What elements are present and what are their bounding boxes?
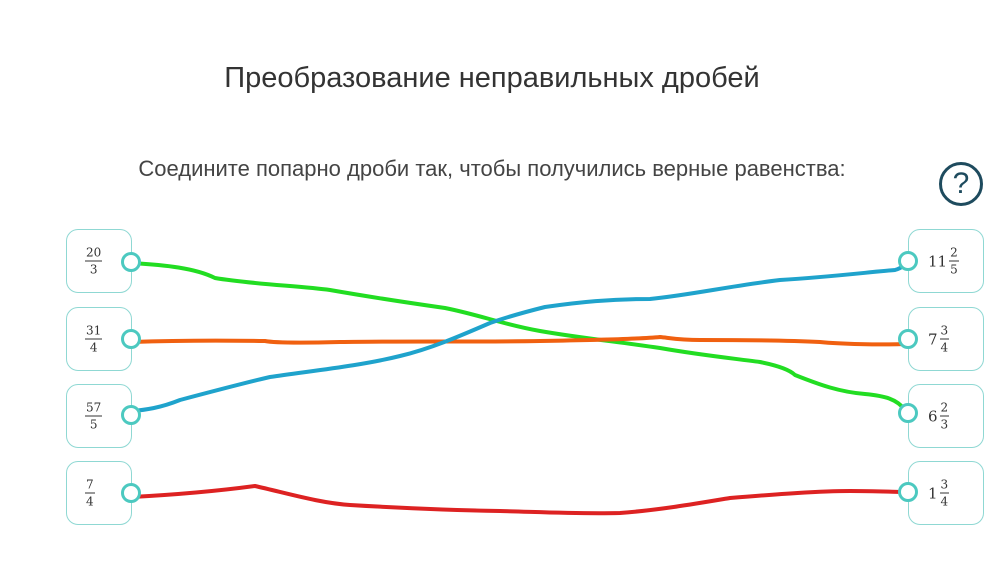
whole-part: 6 <box>928 407 938 425</box>
right-card-1[interactable]: 11 2 5 <box>908 229 984 293</box>
left-card-4[interactable]: 7 4 <box>66 461 132 525</box>
right-connector-2[interactable] <box>898 329 918 349</box>
connection-line-red <box>130 484 907 516</box>
right-connector-1[interactable] <box>898 251 918 271</box>
denominator: 3 <box>89 262 98 277</box>
denominator: 4 <box>89 340 98 355</box>
left-connector-4[interactable] <box>121 483 141 503</box>
numerator: 2 <box>949 245 959 262</box>
right-connector-3[interactable] <box>898 403 918 423</box>
denominator: 5 <box>89 417 98 432</box>
numerator: 31 <box>85 323 103 340</box>
numerator: 2 <box>939 400 950 417</box>
connection-line-green <box>130 261 907 412</box>
page-title: Преобразование неправильных дробей <box>224 62 760 94</box>
mixed-fraction: 11 2 5 <box>928 246 959 277</box>
connection-line-blue <box>130 258 909 413</box>
denominator: 4 <box>940 494 949 509</box>
right-card-3[interactable]: 6 2 3 <box>908 384 984 448</box>
numerator: 57 <box>85 400 103 417</box>
denominator: 4 <box>86 494 94 509</box>
fraction: 20 3 <box>85 245 103 277</box>
left-connector-3[interactable] <box>121 405 141 425</box>
numerator: 3 <box>939 477 950 494</box>
connection-line-orange <box>130 335 907 347</box>
left-connector-1[interactable] <box>121 252 141 272</box>
fraction: 31 4 <box>85 323 103 355</box>
right-card-4[interactable]: 1 3 4 <box>908 461 984 525</box>
denominator: 3 <box>940 417 949 432</box>
denominator: 5 <box>950 262 958 277</box>
help-icon[interactable]: ? <box>939 162 983 206</box>
mixed-fraction: 7 3 4 <box>928 323 950 355</box>
left-connector-2[interactable] <box>121 329 141 349</box>
denominator: 4 <box>940 340 949 355</box>
right-card-2[interactable]: 7 3 4 <box>908 307 984 371</box>
fraction: 7 4 <box>85 478 95 509</box>
numerator: 20 <box>85 245 103 262</box>
fraction: 57 5 <box>85 400 103 432</box>
whole-part: 1 <box>928 484 938 502</box>
numerator: 7 <box>85 477 95 494</box>
whole-part: 11 <box>928 252 948 270</box>
instruction-text: Соедините попарно дроби так, чтобы получ… <box>138 156 846 181</box>
numerator: 3 <box>939 323 950 340</box>
mixed-fraction: 6 2 3 <box>928 400 950 432</box>
mixed-fraction: 1 3 4 <box>928 477 950 509</box>
whole-part: 7 <box>928 330 938 348</box>
right-connector-4[interactable] <box>898 482 918 502</box>
